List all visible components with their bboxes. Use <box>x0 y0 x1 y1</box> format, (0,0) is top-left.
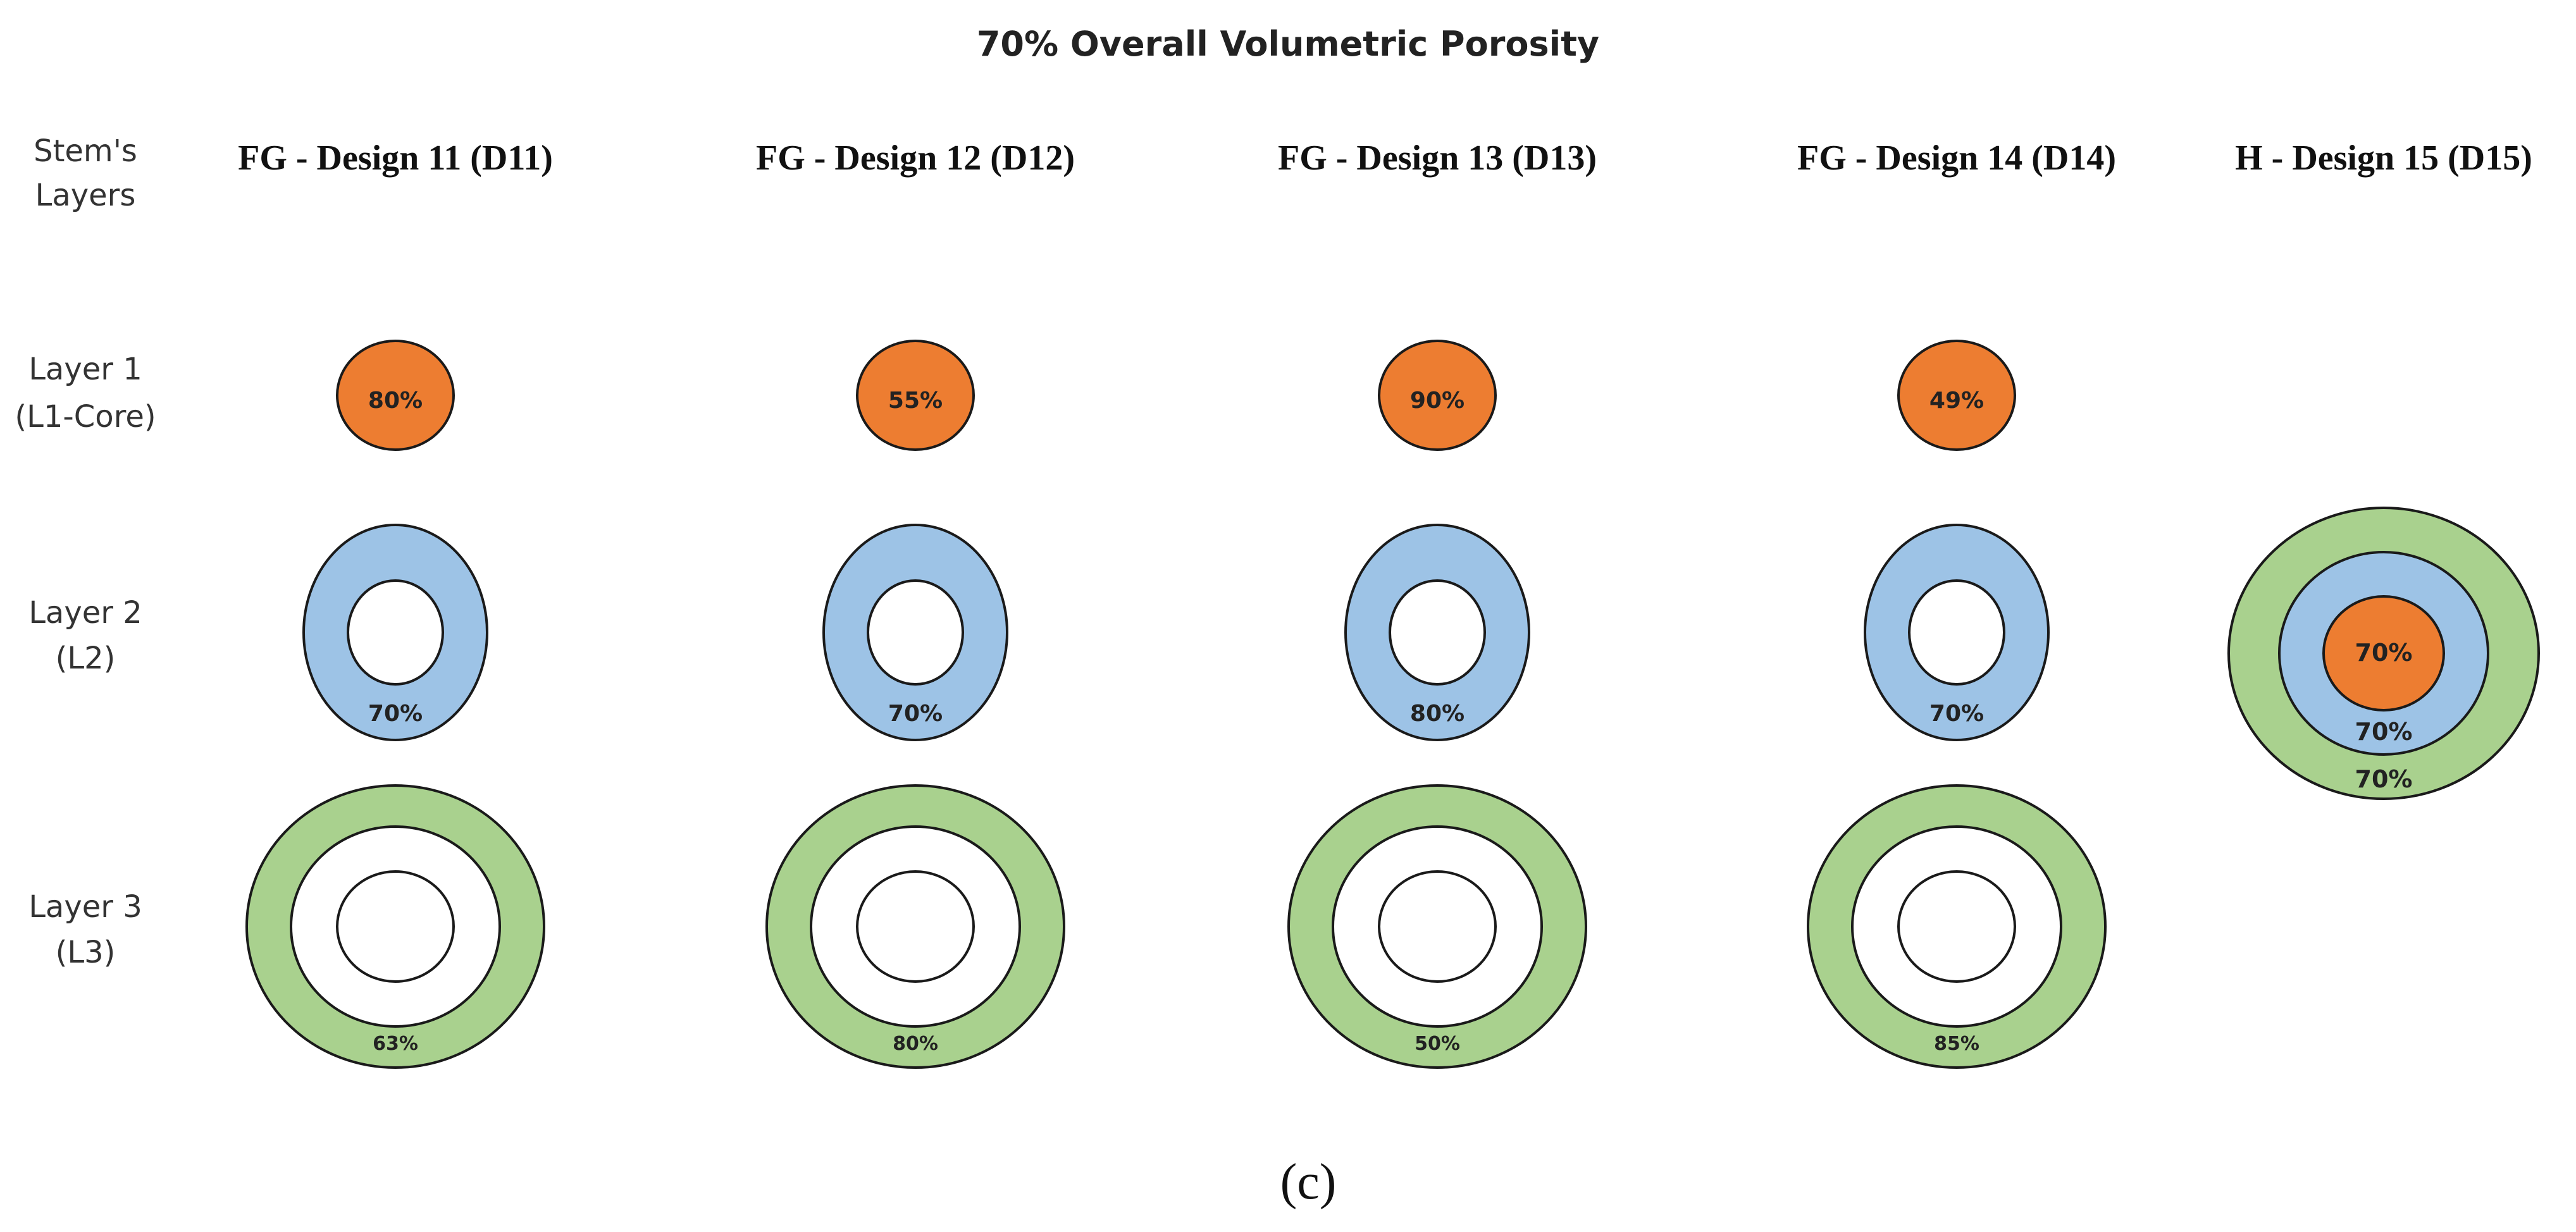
layer3-ring-hole <box>1378 870 1497 983</box>
row-label-layer2-line2: (L2) <box>56 641 116 676</box>
layer1-porosity-label: 80% <box>368 388 423 414</box>
row-label-layer3-line1: Layer 3 <box>28 889 142 925</box>
layer3-ring-hole <box>856 870 975 983</box>
row-label-layer1-line1: Layer 1 <box>28 352 142 387</box>
layer1-porosity-label: 49% <box>1929 388 1984 414</box>
layer2-porosity-label: 70% <box>2355 718 2413 746</box>
design-header: FG - Design 12 (D12) <box>756 139 1075 178</box>
layer2-ring-hole <box>1908 579 2005 686</box>
design-column-11: FG - Design 11 (D11) 80% 70% 63% <box>238 139 553 1069</box>
row-label-layer3-line2: (L3) <box>56 935 116 970</box>
design-column-15: H - Design 15 (D15) 70% 70% 70% <box>2227 139 2540 800</box>
layer2-porosity-label: 70% <box>888 701 943 727</box>
row-label-layer1-line2: (L1-Core) <box>15 399 156 434</box>
layer2-ring-hole <box>347 579 444 686</box>
layer1-porosity-label: 70% <box>2355 639 2413 667</box>
designs-group: FG - Design 11 (D11)80%70%63%FG - Design… <box>238 139 2540 1069</box>
layer1-porosity-label: 90% <box>1410 388 1464 414</box>
layer1-core-disc <box>1378 340 1497 451</box>
layer3-porosity-label: 85% <box>1934 1033 1979 1055</box>
layer1-core-disc <box>2322 595 2445 711</box>
layer3-porosity-label: 80% <box>893 1033 938 1055</box>
design-column-12: FG - Design 12 (D12) 55% 70% 80% <box>756 139 1075 1069</box>
row-label-layer2-line1: Layer 2 <box>28 595 142 631</box>
layer2-ring-hole <box>867 579 964 686</box>
design-column-14: FG - Design 14 (D14) 49% 70% 85% <box>1797 139 2116 1069</box>
layer3-porosity-label: 63% <box>373 1033 418 1055</box>
design-header: FG - Design 11 (D11) <box>238 139 553 178</box>
layer1-porosity-label: 55% <box>888 388 943 414</box>
layer1-core-disc <box>856 340 975 451</box>
stem-layers-label-line2: Layers <box>35 178 136 213</box>
layer1-core-disc <box>336 340 455 451</box>
design-header: H - Design 15 (D15) <box>2235 139 2532 178</box>
design-header: FG - Design 14 (D14) <box>1797 139 2116 178</box>
layer1-core-disc <box>1897 340 2016 451</box>
layer3-porosity-label: 70% <box>2355 765 2413 793</box>
layer3-porosity-label: 50% <box>1415 1033 1460 1055</box>
layer2-porosity-label: 70% <box>1929 701 1984 727</box>
stem-layers-label-line1: Stem's <box>34 133 137 169</box>
figure-title: 70% Overall Volumetric Porosity <box>977 24 1599 64</box>
figure-caption: (c) <box>1280 1154 1337 1210</box>
design-header: FG - Design 13 (D13) <box>1278 139 1597 178</box>
layer3-ring-hole <box>336 870 455 983</box>
layer2-porosity-label: 80% <box>1410 701 1464 727</box>
layer2-porosity-label: 70% <box>368 701 423 727</box>
layer3-ring-hole <box>1897 870 2016 983</box>
layer2-ring-hole <box>1389 579 1486 686</box>
design-column-13: FG - Design 13 (D13) 90% 80% 50% <box>1278 139 1597 1069</box>
